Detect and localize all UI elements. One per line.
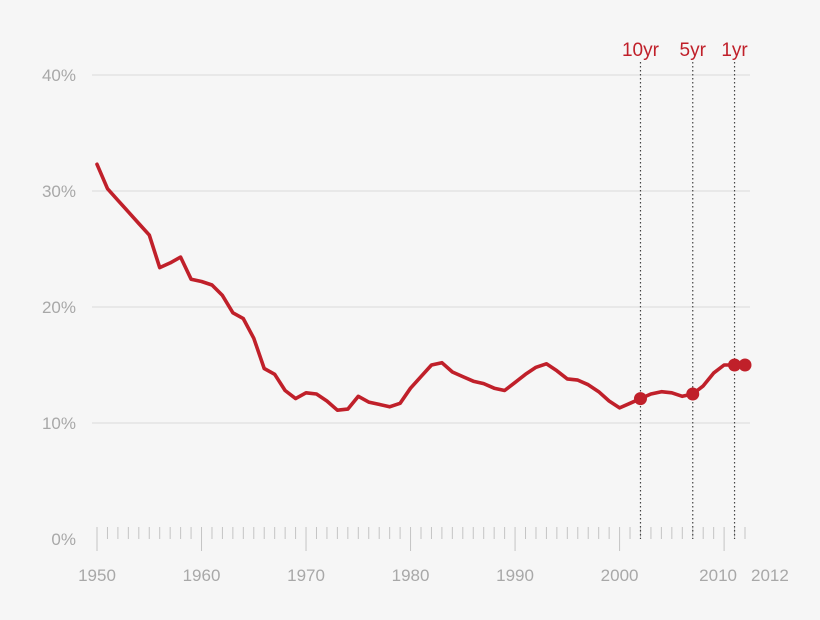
y-axis: 0% 10% 20% 30% 40% bbox=[42, 66, 76, 549]
x-tick-label: 1980 bbox=[392, 566, 430, 585]
x-tick-label: 2012 bbox=[751, 566, 789, 585]
marker-label-5yr: 5yr bbox=[680, 40, 707, 61]
x-axis: 1950 1960 1970 1980 1990 2000 2010 2012 bbox=[78, 527, 789, 585]
marker-point-5yr bbox=[686, 387, 700, 401]
marker-point-1yr bbox=[728, 358, 742, 372]
marker-label-10yr: 10yr bbox=[622, 40, 660, 61]
data-points bbox=[633, 358, 752, 406]
marker-label-1yr: 1yr bbox=[721, 40, 748, 61]
marker-lines: 10yr 5yr 1yr bbox=[622, 40, 748, 539]
x-tick-label: 1950 bbox=[78, 566, 116, 585]
y-tick-label: 30% bbox=[42, 182, 76, 201]
y-tick-label: 0% bbox=[51, 530, 76, 549]
marker-point-10yr bbox=[633, 392, 647, 406]
gridlines bbox=[92, 74, 750, 424]
x-tick-label: 2010 bbox=[699, 566, 737, 585]
x-tick-label: 1990 bbox=[496, 566, 534, 585]
y-tick-label: 10% bbox=[42, 414, 76, 433]
x-tick-label: 1970 bbox=[287, 566, 325, 585]
series-line-rate bbox=[95, 162, 747, 413]
y-tick-label: 40% bbox=[42, 66, 76, 85]
y-tick-label: 20% bbox=[42, 298, 76, 317]
series-layer bbox=[95, 162, 747, 413]
x-tick-label: 1960 bbox=[183, 566, 221, 585]
endpoint-point bbox=[738, 358, 752, 372]
x-tick-label: 2000 bbox=[601, 566, 639, 585]
